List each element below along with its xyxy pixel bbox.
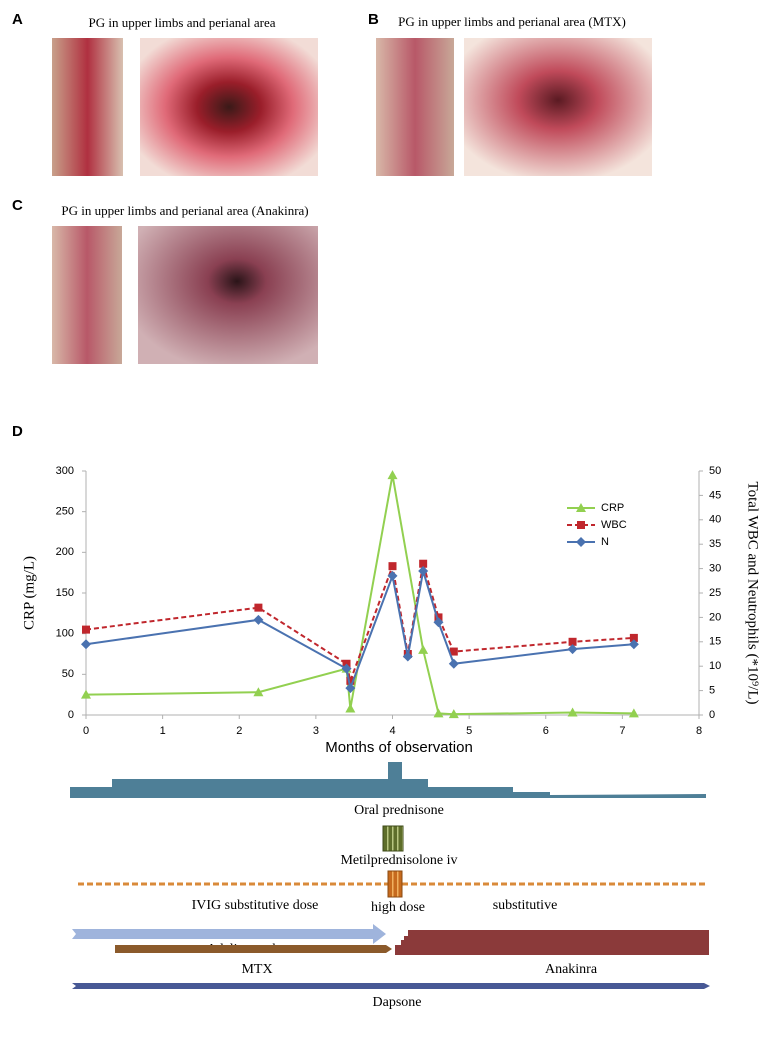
x-tick-label: 2 xyxy=(236,725,242,737)
y2-tick-label: 10 xyxy=(709,660,721,672)
treatment-label: Dapsone xyxy=(373,995,422,1010)
marker xyxy=(253,614,264,625)
marker xyxy=(254,603,263,612)
marker xyxy=(346,676,355,685)
y2-tick-label: 50 xyxy=(709,465,721,477)
treatment-label: Metilprednisolone iv xyxy=(340,853,457,868)
x-axis-title: Months of observation xyxy=(325,739,473,756)
marker xyxy=(388,562,397,571)
x-tick-label: 7 xyxy=(619,725,625,737)
treatment-label: MTX xyxy=(241,962,272,977)
marker xyxy=(568,637,577,646)
legend-marker xyxy=(576,537,586,547)
anakinra-bar xyxy=(395,930,709,955)
photo xyxy=(464,38,652,176)
y-tick-label: 250 xyxy=(56,506,74,518)
treatment-label: high dose xyxy=(371,900,425,915)
marker xyxy=(402,651,413,662)
marker xyxy=(418,566,429,577)
photo xyxy=(52,38,123,176)
marker xyxy=(345,703,356,713)
panel-label: B xyxy=(368,11,379,28)
marker xyxy=(345,683,356,694)
photo xyxy=(140,38,318,176)
x-tick-label: 5 xyxy=(466,725,472,737)
y-axis-title: CRP (mg/L) xyxy=(21,556,37,630)
series-line xyxy=(85,474,634,716)
treatment-label: Anakinra xyxy=(545,962,598,977)
panel-caption: PG in upper limbs and perianal area (Ana… xyxy=(61,203,308,218)
marker xyxy=(629,633,638,642)
marker xyxy=(341,663,352,674)
marker xyxy=(628,639,639,650)
y-tick-label: 0 xyxy=(68,709,74,721)
photo xyxy=(52,226,122,364)
marker xyxy=(433,617,444,628)
marker xyxy=(387,570,398,581)
y2-tick-label: 30 xyxy=(709,563,721,575)
marker xyxy=(448,709,459,719)
y2-tick-label: 15 xyxy=(709,636,721,648)
y2-tick-label: 45 xyxy=(709,489,721,501)
marker xyxy=(82,625,90,634)
panel-label: C xyxy=(12,197,23,214)
panel-caption: PG in upper limbs and perianal area xyxy=(89,15,276,30)
treatment-label: substitutive xyxy=(493,898,558,913)
y2-tick-label: 5 xyxy=(709,685,715,697)
marker xyxy=(448,658,459,669)
panel-label: D xyxy=(12,423,23,440)
treatment-label: IVIG substitutive dose xyxy=(192,898,319,913)
y2-tick-label: 40 xyxy=(709,514,721,526)
x-tick-label: 1 xyxy=(160,725,166,737)
prednisone-bar xyxy=(70,762,706,798)
legend-label: WBC xyxy=(601,519,627,531)
x-tick-label: 4 xyxy=(389,725,395,737)
dapsone-arrow xyxy=(72,983,710,989)
y2-tick-label: 0 xyxy=(709,709,715,721)
y2-tick-label: 20 xyxy=(709,611,721,623)
x-tick-label: 3 xyxy=(313,725,319,737)
legend-label: N xyxy=(601,536,609,548)
marker xyxy=(81,689,91,699)
x-tick-label: 8 xyxy=(696,725,702,737)
x-tick-label: 0 xyxy=(83,725,89,737)
y2-tick-label: 35 xyxy=(709,538,721,550)
y-tick-label: 150 xyxy=(56,587,74,599)
y-tick-label: 100 xyxy=(56,628,74,640)
y-tick-label: 200 xyxy=(56,546,74,558)
marker xyxy=(567,644,578,655)
photo xyxy=(376,38,454,176)
y-tick-label: 50 xyxy=(62,668,74,680)
ivig-high-dose-bar xyxy=(387,870,403,898)
marker xyxy=(628,708,639,718)
marker xyxy=(387,470,398,480)
treatment-label: Oral prednisone xyxy=(354,803,444,818)
marker xyxy=(419,559,428,568)
x-tick-label: 6 xyxy=(543,725,549,737)
metilprednisolone-bar xyxy=(382,825,404,852)
y2-axis-title: Total WBC and Neutrophils (*10⁹/L) xyxy=(745,481,761,704)
series-line xyxy=(85,570,634,692)
mtx-bar xyxy=(115,945,392,953)
marker xyxy=(449,647,458,656)
marker xyxy=(433,708,444,718)
chart: 0 1 2 3 4 5 6 7 80501001502002503000510152025303… xyxy=(56,465,722,737)
legend-marker xyxy=(576,503,586,512)
legend-marker xyxy=(577,521,585,529)
adalimumab-arrow xyxy=(72,924,386,944)
marker xyxy=(81,639,91,650)
marker xyxy=(567,707,578,717)
y-tick-label: 300 xyxy=(56,465,74,477)
legend-label: CRP xyxy=(601,502,624,514)
panel-caption: PG in upper limbs and perianal area (MTX… xyxy=(398,14,626,29)
marker xyxy=(418,644,429,654)
marker xyxy=(253,687,264,697)
y2-tick-label: 25 xyxy=(709,587,721,599)
photo xyxy=(138,226,318,364)
panel-label: A xyxy=(12,11,23,28)
